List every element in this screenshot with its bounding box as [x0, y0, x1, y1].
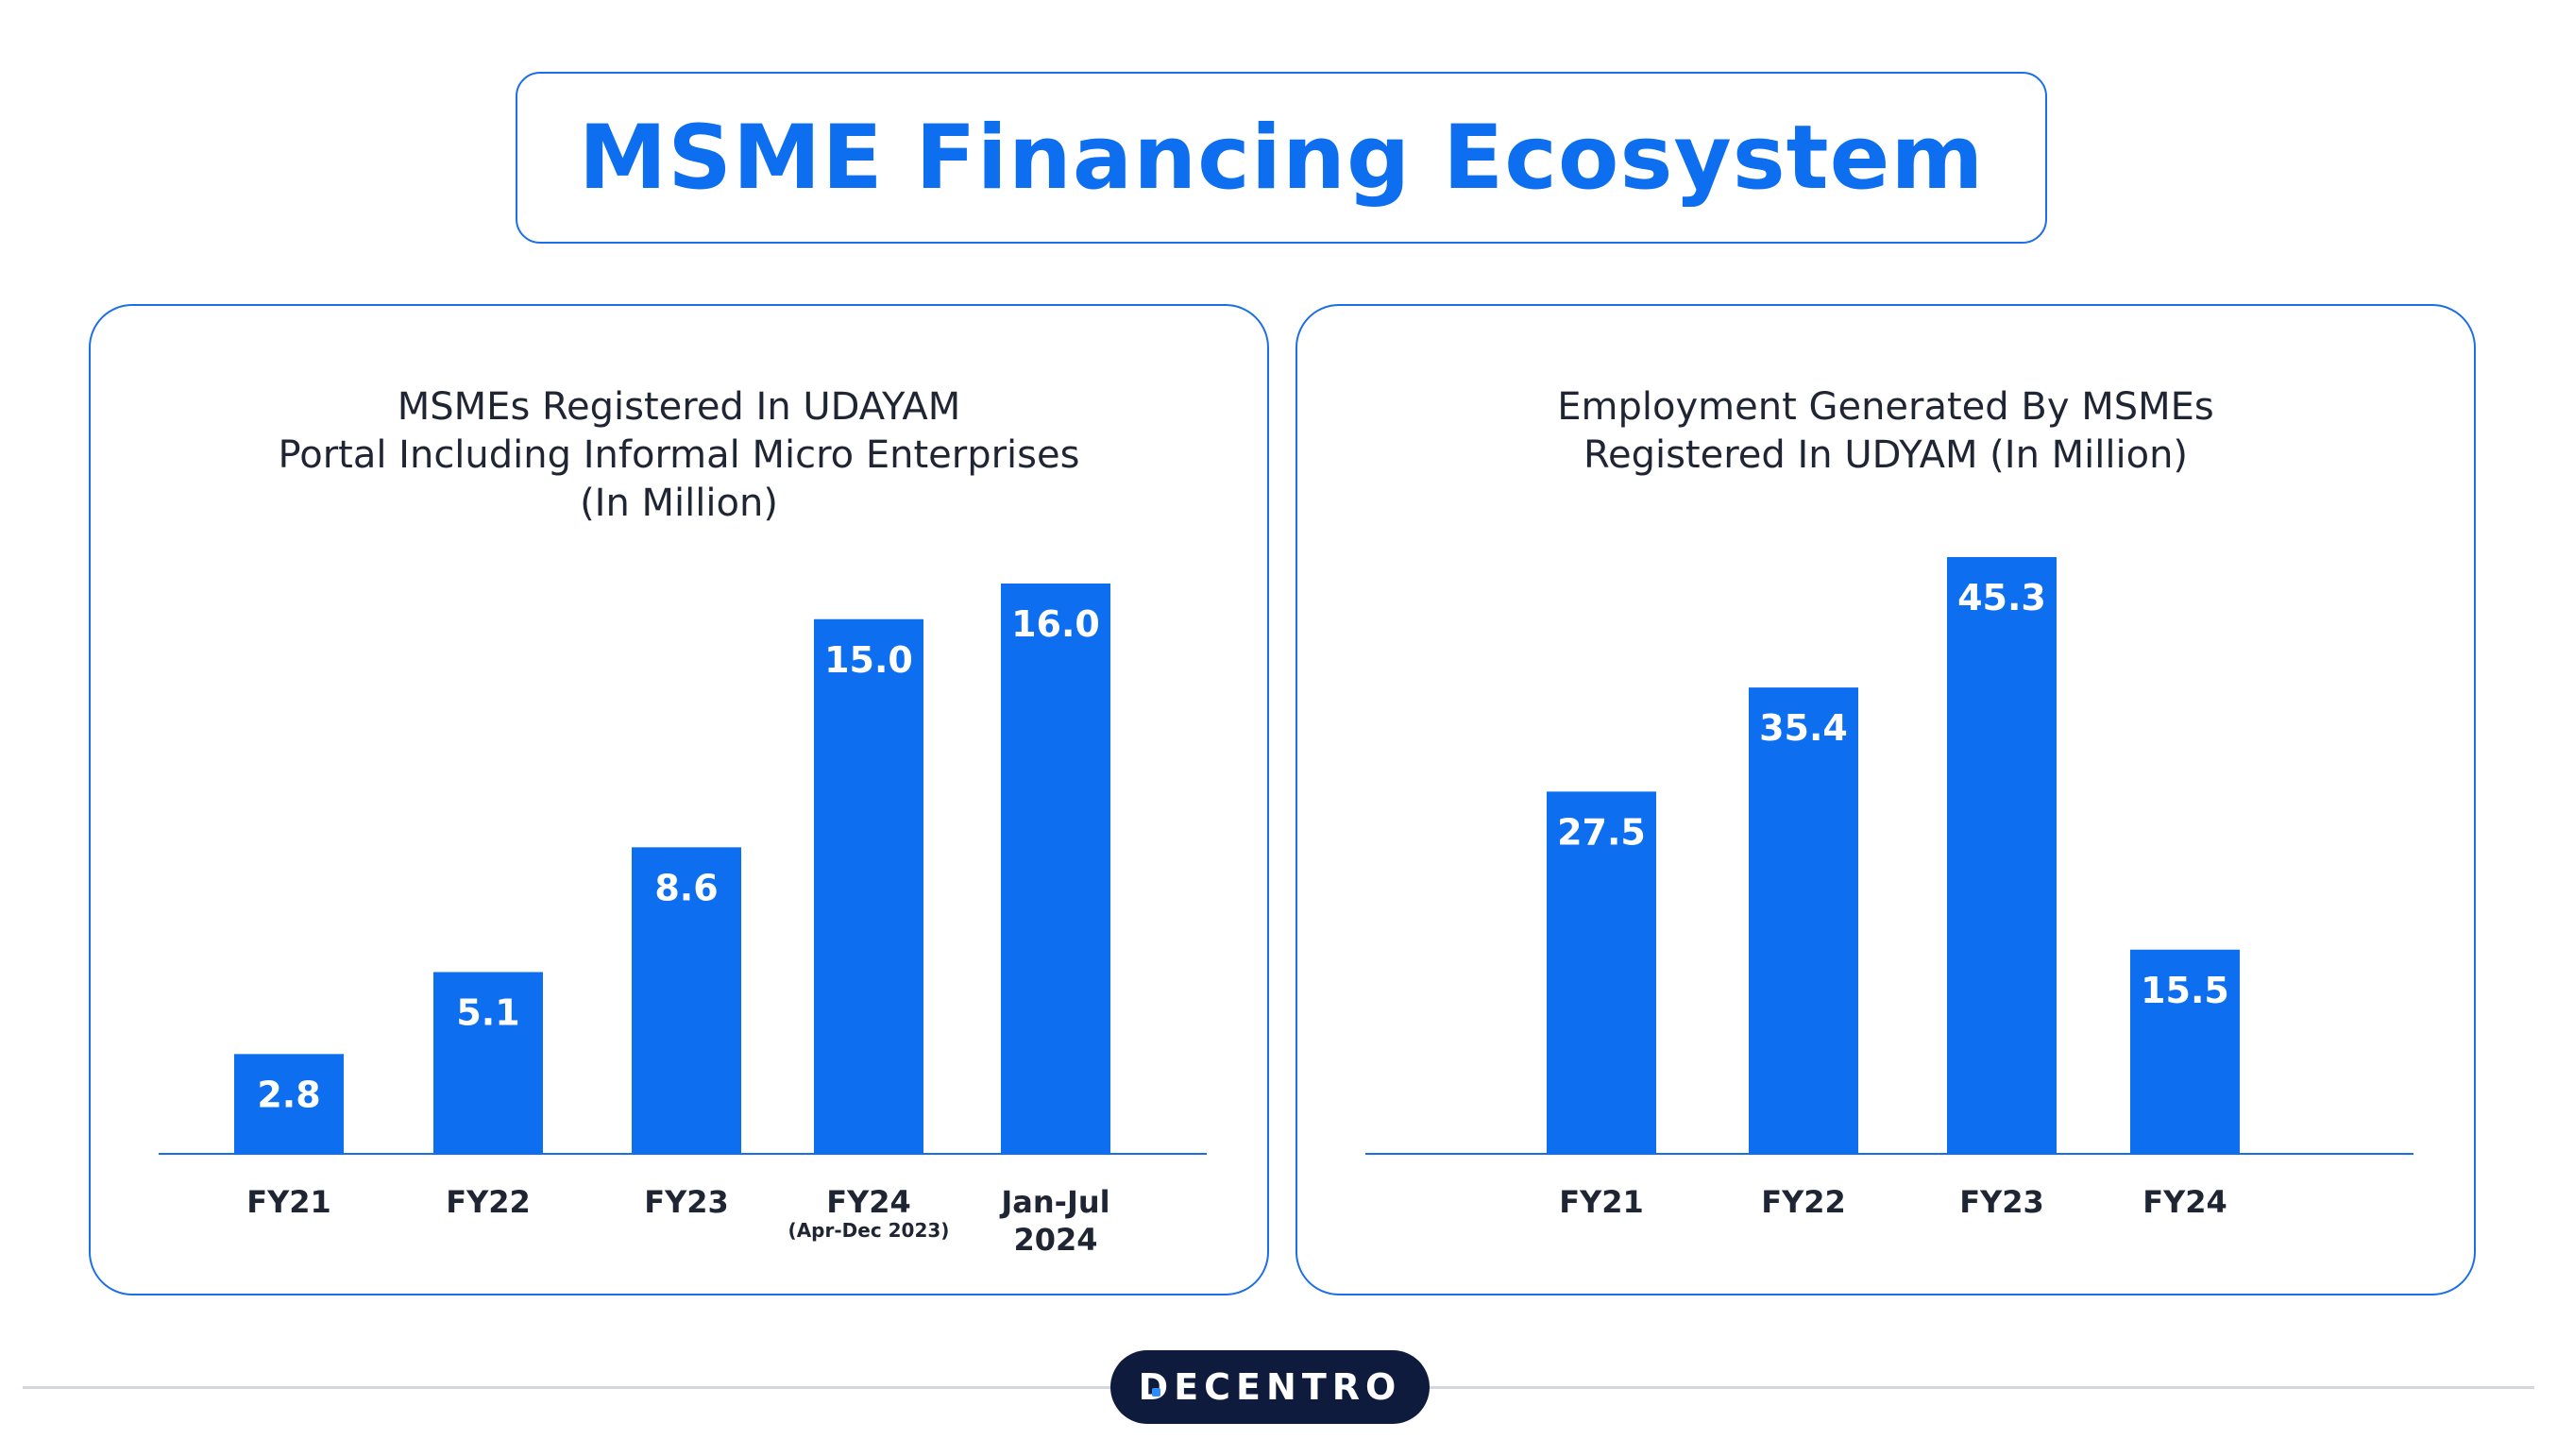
bar	[632, 847, 741, 1154]
bar	[234, 1054, 344, 1154]
data-label: 2.8	[257, 1074, 320, 1115]
tick-label: FY21	[246, 1184, 331, 1220]
data-label: 15.5	[2141, 970, 2229, 1011]
page-title: MSME Financing Ecosystem	[578, 106, 1985, 210]
tick-label: FY21	[1559, 1184, 1644, 1220]
chart-title-line: MSMEs Registered In UDAYAM	[397, 385, 961, 429]
chart-panel-msme-registered: MSMEs Registered In UDAYAM Portal Includ…	[89, 304, 1269, 1295]
bar	[433, 972, 543, 1154]
tick-label: Jan-Jul	[999, 1184, 1109, 1220]
tick-note: (Apr-Dec 2023)	[788, 1219, 950, 1242]
data-label: 15.0	[824, 639, 913, 681]
bar	[1547, 791, 1656, 1154]
title-box: MSME Financing Ecosystem	[516, 72, 2047, 244]
data-label: 45.3	[1957, 577, 2046, 618]
data-label: 16.0	[1011, 603, 1100, 645]
chart-panel-employment: Employment Generated By MSMEs Registered…	[1295, 304, 2476, 1295]
bar	[2130, 949, 2240, 1154]
chart-title-line: Portal Including Informal Micro Enterpri…	[278, 433, 1080, 477]
data-label: 8.6	[654, 867, 718, 908]
tick-label: FY23	[1959, 1184, 2044, 1220]
chart-title-line: Registered In UDYAM (In Million)	[1583, 433, 2189, 477]
logo-dot-icon	[1152, 1388, 1160, 1397]
tick-label: FY24	[826, 1184, 911, 1220]
tick-label: FY22	[446, 1184, 531, 1220]
tick-label: 2024	[1013, 1222, 1097, 1258]
tick-label: FY24	[2142, 1184, 2227, 1220]
chart-title-line: Employment Generated By MSMEs	[1557, 385, 2214, 429]
chart-title: Employment Generated By MSMEs Registered…	[1297, 383, 2474, 480]
chart-title-line: (In Million)	[580, 482, 778, 525]
bar	[1001, 584, 1110, 1154]
bar	[1947, 557, 2057, 1154]
data-label: 35.4	[1759, 707, 1848, 749]
brand-name: DECENTRO	[1138, 1366, 1402, 1408]
data-label: 5.1	[456, 991, 519, 1033]
bar-chart-msme-registered: 2.8 FY21 5.1 FY22 8.6 FY23 15.0 FY24(Apr-Dec 20…	[159, 584, 1207, 1258]
bar-chart-employment: 27.5 FY21 35.4 FY22 45.3 FY23 15.5 FY24	[1365, 557, 2413, 1220]
tick-label: FY22	[1761, 1184, 1846, 1220]
brand-logo: DECENTRO	[1110, 1350, 1430, 1424]
tick-label: FY23	[644, 1184, 729, 1220]
data-label: 27.5	[1557, 811, 1646, 853]
bar	[1749, 687, 1858, 1154]
chart-title: MSMEs Registered In UDAYAM Portal Includ…	[91, 383, 1267, 528]
bar	[814, 618, 923, 1154]
